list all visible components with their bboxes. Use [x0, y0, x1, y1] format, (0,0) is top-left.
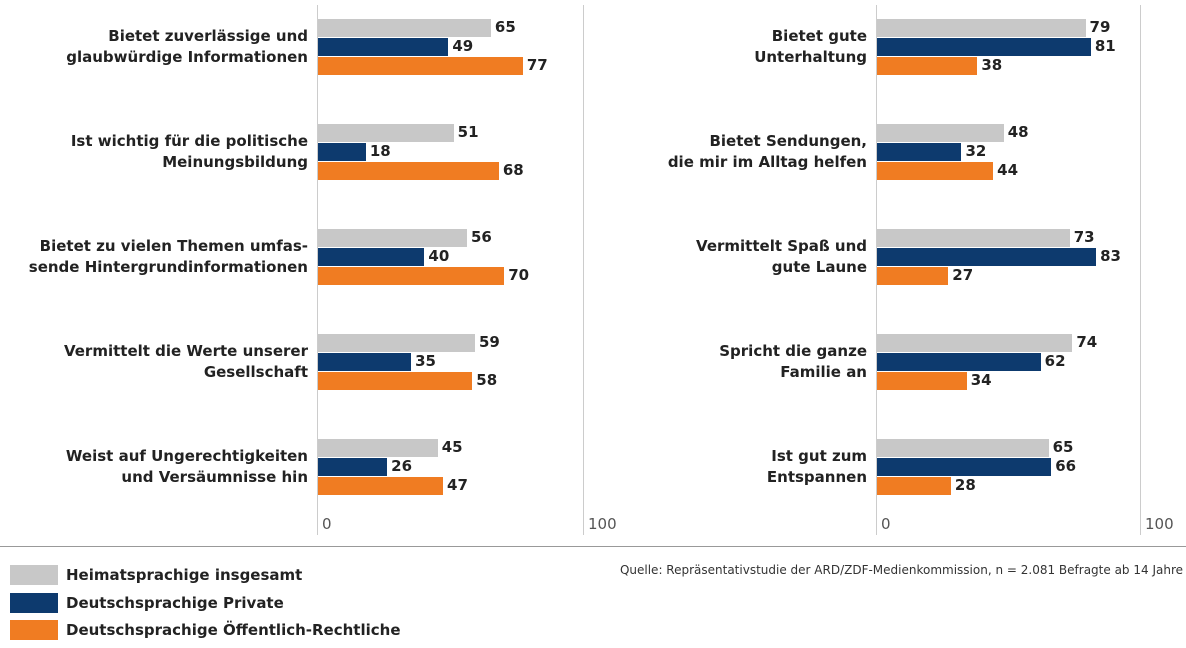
bar — [877, 458, 1052, 476]
bar — [318, 162, 499, 180]
bar — [318, 38, 449, 56]
bar — [318, 248, 425, 266]
bar — [318, 143, 366, 161]
value-label: 66 — [1055, 457, 1077, 475]
value-label: 32 — [965, 142, 987, 160]
legend-label: Deutschsprachige Öffentlich-Rechtliche — [66, 621, 401, 639]
bar — [318, 57, 523, 75]
category-label: Bietet zuverlässige und glaubwürdige Inf… — [66, 27, 308, 66]
category-label: Spricht die ganze Familie an — [719, 342, 867, 381]
bar — [318, 229, 467, 247]
value-label: 65 — [494, 18, 516, 36]
bar — [877, 143, 962, 161]
bar — [318, 372, 473, 390]
value-label: 48 — [1007, 123, 1029, 141]
x-tick-label: 0 — [881, 515, 891, 533]
value-label: 62 — [1044, 352, 1066, 370]
value-label: 47 — [447, 476, 468, 494]
value-label: 68 — [502, 161, 524, 179]
bar — [877, 334, 1073, 352]
bar — [318, 334, 475, 352]
category-label: Ist gut zum Entspannen — [766, 447, 867, 486]
value-label: 34 — [970, 371, 992, 389]
bar — [877, 439, 1049, 457]
value-label: 26 — [391, 457, 413, 475]
value-label: 51 — [457, 123, 479, 141]
value-label: 58 — [476, 371, 498, 389]
bar — [318, 477, 444, 495]
value-label: 81 — [1094, 37, 1116, 55]
value-label: 40 — [428, 247, 450, 265]
legend-swatch — [10, 565, 58, 585]
legend-label: Deutschsprachige Private — [66, 593, 284, 612]
bar — [877, 267, 949, 285]
category-label: Ist wichtig für die politische Meinungsb… — [70, 132, 308, 171]
value-label: 27 — [952, 266, 974, 284]
category-label: Bietet Sendungen, die mir im Alltag helf… — [667, 132, 867, 171]
value-label: 59 — [478, 333, 500, 351]
x-tick-label: 100 — [1145, 515, 1174, 533]
legend-swatch — [10, 592, 58, 613]
bar — [318, 439, 438, 457]
value-label: 38 — [981, 56, 1003, 74]
grid-line — [876, 5, 877, 535]
value-label: 44 — [997, 161, 1019, 179]
bar — [877, 248, 1097, 266]
category-label: Weist auf Ungerechtigkeiten und Versäumn… — [65, 447, 308, 486]
legend-swatch — [10, 620, 58, 640]
category-label: Vermittelt die Werte unserer Gesellschaf… — [63, 342, 308, 381]
grid-line — [1140, 5, 1141, 535]
bar — [877, 19, 1086, 37]
bar — [877, 477, 951, 495]
bar — [877, 353, 1041, 371]
bar — [318, 124, 454, 142]
grid-line — [583, 5, 584, 535]
value-label: 35 — [415, 352, 436, 370]
bar — [877, 372, 967, 390]
value-label: 45 — [441, 438, 463, 456]
value-label: 70 — [508, 266, 530, 284]
grid-line — [317, 5, 318, 535]
category-label: Bietet gute Unterhaltung — [754, 27, 867, 66]
bar — [877, 38, 1091, 56]
value-label: 74 — [1076, 333, 1098, 351]
source: Quelle: Repräsentativstudie der ARD/ZDF-… — [619, 563, 1183, 577]
bar — [318, 353, 412, 371]
value-label: 49 — [452, 37, 474, 55]
value-label: 77 — [526, 56, 548, 74]
bar — [318, 267, 505, 285]
value-label: 83 — [1100, 247, 1121, 265]
legend-label: Heimatsprachige insgesamt — [66, 566, 303, 584]
bar — [318, 458, 388, 476]
bar — [318, 19, 491, 37]
category-label: Bietet zu vielen Themen umfas- sende Hin… — [28, 237, 308, 276]
value-label: 65 — [1052, 438, 1074, 456]
separator — [0, 546, 1186, 547]
bar — [877, 124, 1004, 142]
bar — [877, 229, 1070, 247]
x-tick-label: 0 — [322, 515, 332, 533]
bar — [877, 162, 994, 180]
value-label: 79 — [1089, 18, 1111, 36]
value-label: 18 — [369, 142, 391, 160]
x-tick-label: 100 — [588, 515, 617, 533]
value-label: 73 — [1073, 228, 1095, 246]
bar — [877, 57, 978, 75]
category-label: Vermittelt Spaß und gute Laune — [696, 237, 867, 276]
value-label: 56 — [470, 228, 492, 246]
value-label: 28 — [954, 476, 976, 494]
